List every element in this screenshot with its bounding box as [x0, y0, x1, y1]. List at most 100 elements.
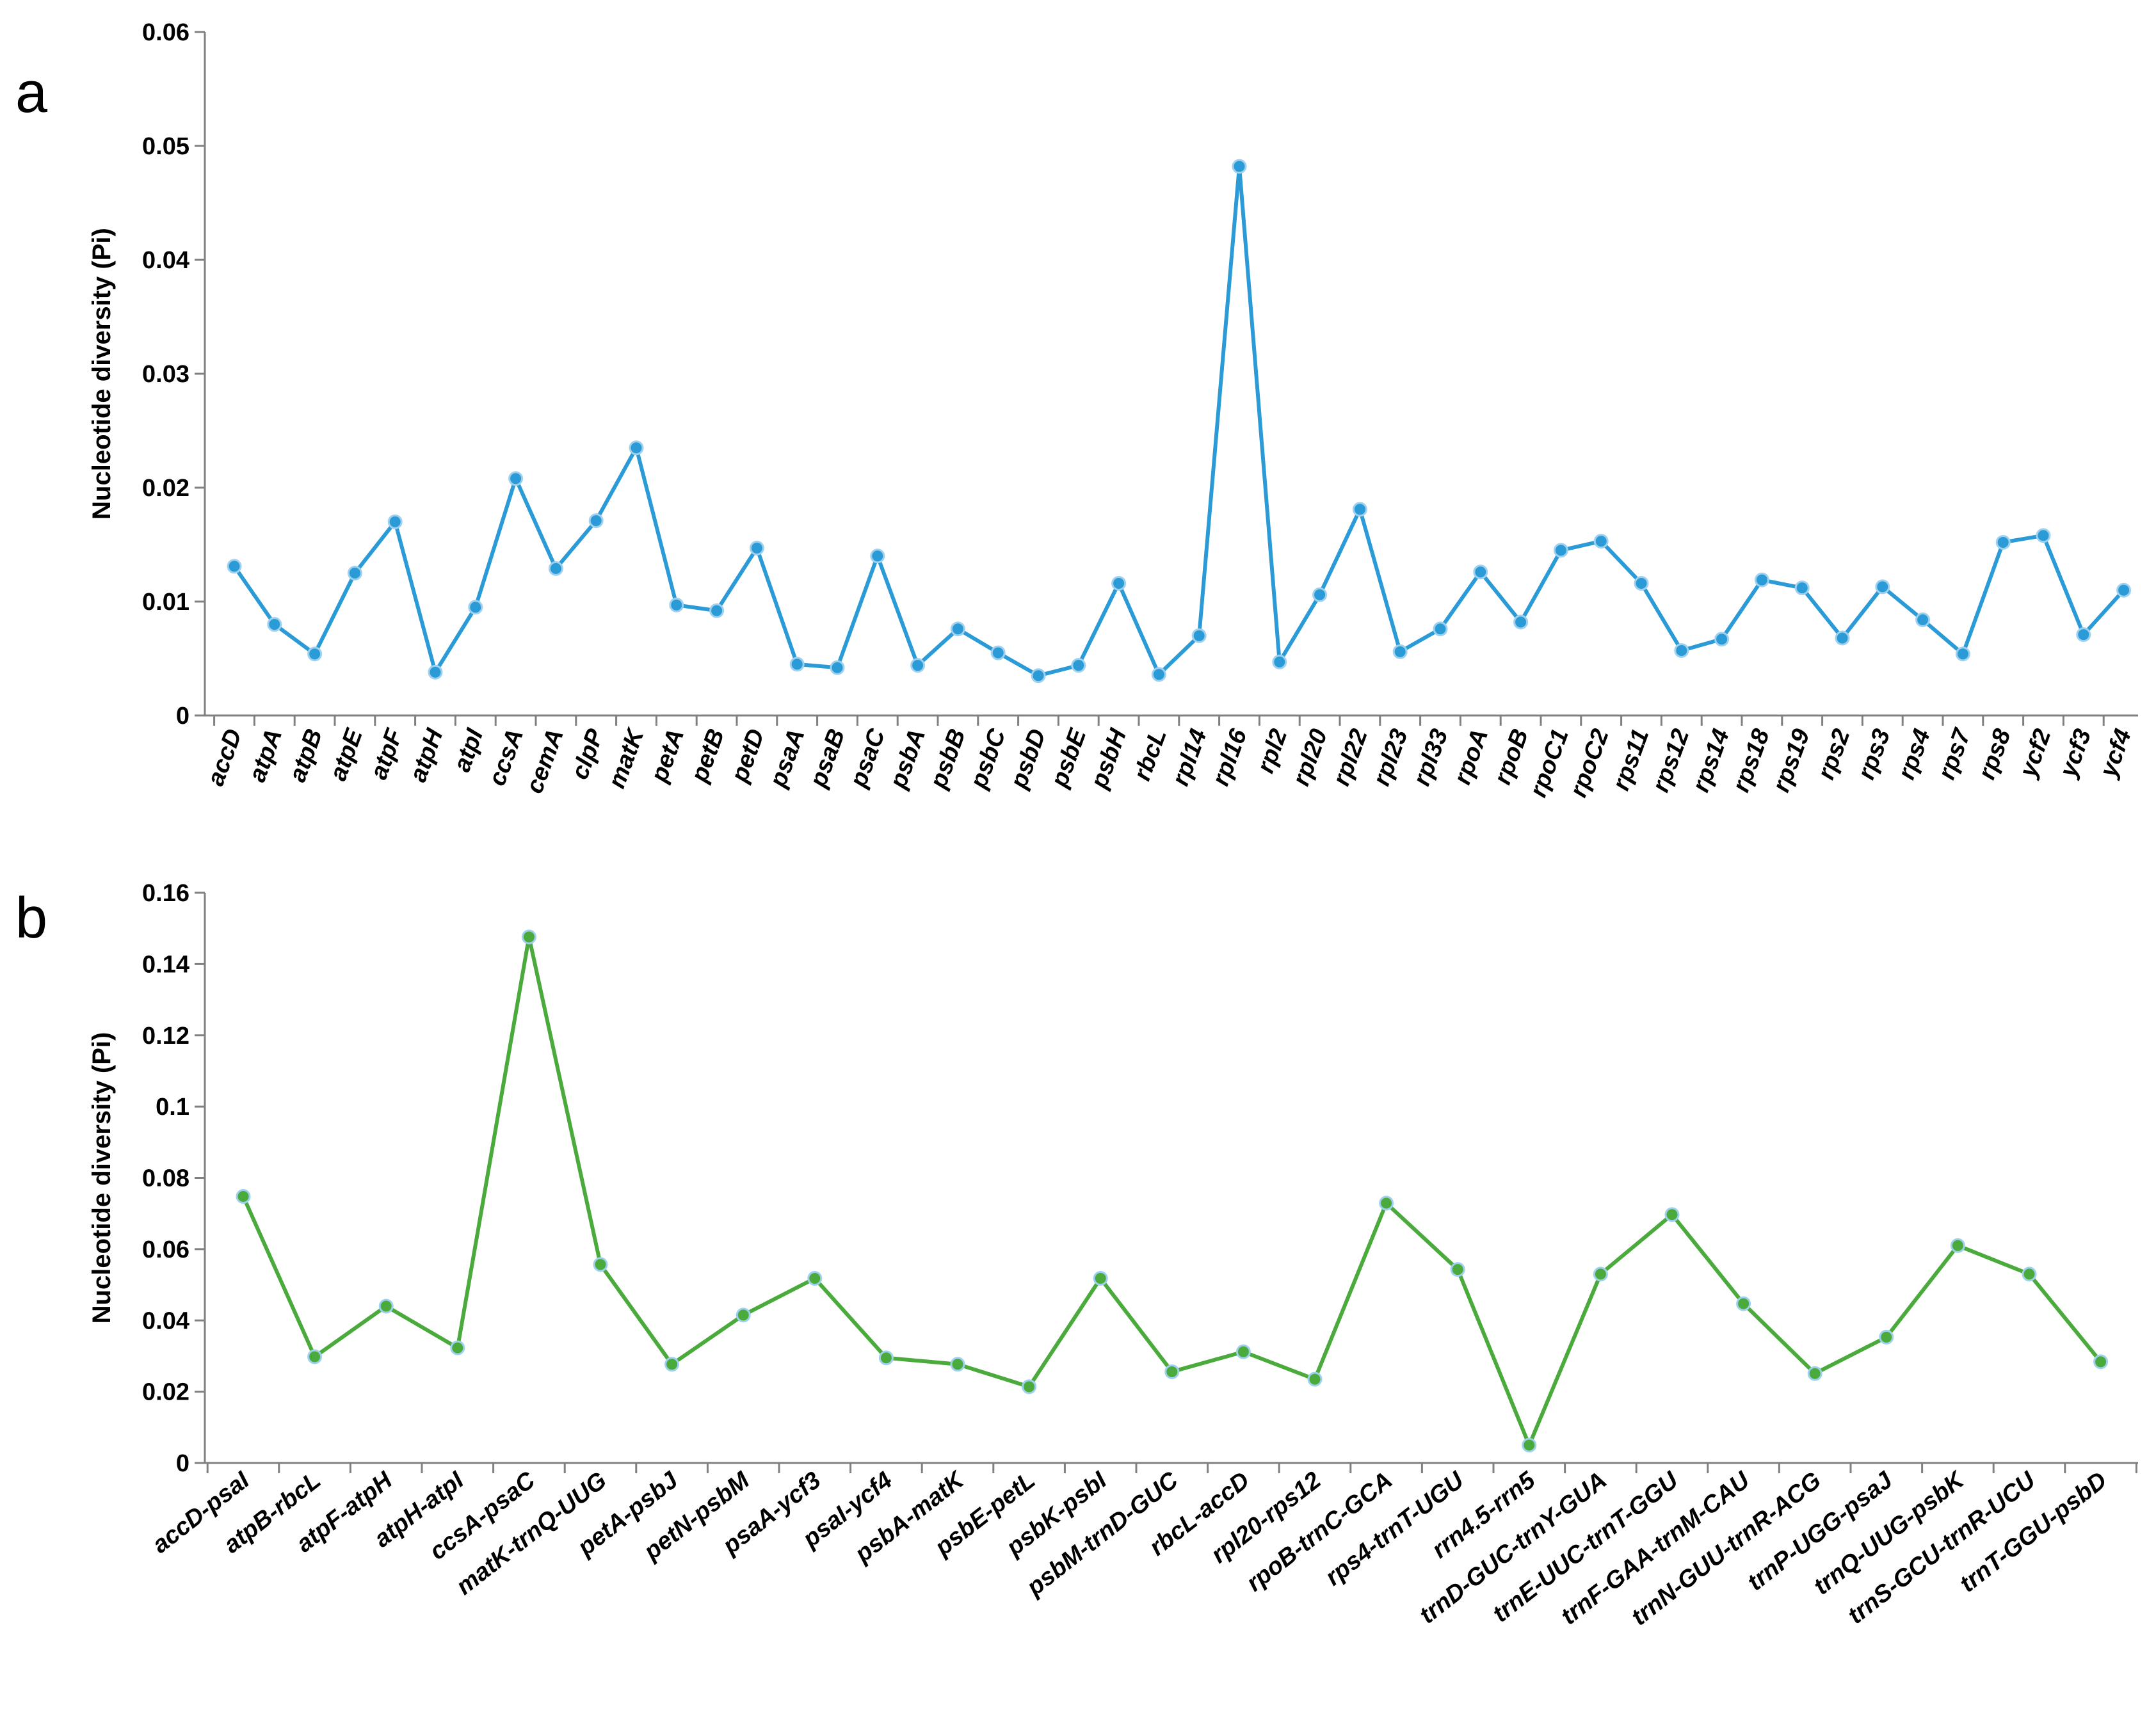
panel-letter: a: [15, 61, 48, 125]
data-point: [1312, 587, 1328, 602]
y-tick-label: 0.08: [142, 1165, 189, 1192]
data-point: [950, 621, 965, 637]
data-point: [1634, 576, 1649, 591]
x-tick-label: psbD: [1005, 726, 1051, 793]
data-point: [1522, 1437, 1537, 1453]
x-tick-label: ycf2: [2014, 726, 2056, 782]
x-tick-label: ycf4: [2095, 726, 2137, 782]
data-point: [347, 566, 362, 580]
x-tick-label: psaC: [845, 725, 891, 791]
x-tick-label: psbA: [885, 726, 931, 793]
data-point: [307, 1349, 323, 1364]
data-point: [950, 1357, 965, 1372]
data-point: [1875, 579, 1890, 595]
y-tick-label: 0.16: [142, 880, 189, 907]
data-point: [1754, 572, 1769, 587]
data-point: [227, 559, 242, 574]
x-tick-label: psbC: [965, 725, 1011, 792]
data-point: [1307, 1371, 1323, 1387]
data-point: [548, 561, 563, 576]
y-tick-label: 0.14: [142, 951, 189, 978]
x-tick-label: matK: [603, 724, 650, 792]
x-tick-label: rps4: [1893, 726, 1936, 783]
data-point: [878, 1350, 894, 1366]
y-tick-label: 0.06: [142, 19, 189, 46]
data-point: [629, 440, 644, 456]
x-tick-label: ycf3: [2054, 726, 2096, 782]
x-tick-label: atpI: [449, 724, 489, 775]
data-point: [1433, 621, 1448, 637]
data-point: [736, 1307, 751, 1323]
data-point: [1553, 543, 1568, 558]
x-tick-label: atpF: [366, 724, 409, 783]
panel-a-chart: a 0 0.01 0.02 0.03 0.04 0.05 0.06 Nucleotide div…: [15, 19, 2138, 801]
data-point: [1111, 576, 1127, 591]
x-tick-label: rpl14: [1167, 726, 1212, 790]
data-point: [1879, 1329, 1894, 1345]
data-point: [593, 1257, 608, 1272]
panel-b-chart: b 0 0.02 0.04 0.06 0.08 0.1 0.12 0.14 0.16 Nucleot…: [15, 880, 2138, 1631]
x-tick-label: rps7: [1933, 724, 1977, 783]
y-tick-label: 0.05: [142, 133, 189, 160]
x-tick-label: ccsA: [484, 726, 529, 790]
x-tick-label: rpl20: [1288, 726, 1333, 790]
data-point: [1450, 1262, 1465, 1277]
data-point: [2076, 627, 2091, 643]
y-tick-label: 0.02: [142, 475, 189, 502]
x-tick-label: rpoB: [1489, 726, 1534, 788]
x-tick-label: psbB: [925, 726, 971, 793]
data-point: [1955, 646, 1970, 662]
x-tick-label: petB: [686, 726, 730, 787]
y-tick-label: 0: [176, 703, 189, 730]
data-point: [1235, 1344, 1251, 1359]
x-tick-label: rpl2: [1252, 726, 1292, 777]
data-point: [1031, 668, 1046, 683]
data-point: [664, 1357, 680, 1372]
data-point: [508, 471, 524, 486]
data-point: [450, 1340, 465, 1355]
data-point: [1473, 564, 1488, 580]
data-point: [2036, 528, 2051, 543]
x-tick-label: atpE: [325, 724, 368, 784]
x-tick-label: petD: [726, 726, 770, 787]
data-point: [990, 645, 1006, 660]
data-point: [1807, 1366, 1822, 1381]
data-point: [1392, 644, 1408, 659]
data-point: [1835, 630, 1850, 646]
x-tick-label: rpl22: [1328, 726, 1373, 790]
data-point: [468, 600, 483, 615]
data-point: [1915, 612, 1931, 627]
data-point: [910, 658, 926, 673]
x-tick-label: psaB: [805, 726, 851, 792]
data-point: [2093, 1354, 2109, 1370]
data-point: [1379, 1195, 1394, 1211]
data-point: [870, 548, 885, 564]
y-tick-label: 0.04: [142, 1307, 189, 1334]
x-tick-label: rpoA: [1449, 726, 1493, 788]
data-point: [307, 646, 323, 662]
x-tick-label: rpl33: [1408, 726, 1454, 790]
data-point: [588, 513, 604, 529]
y-axis-label: Nucleotide diversity (Pi): [88, 228, 116, 520]
data-point: [428, 664, 443, 680]
data-point: [1164, 1364, 1180, 1379]
data-point: [267, 617, 282, 632]
data-point: [1950, 1238, 1965, 1253]
y-tick-label: 0.1: [156, 1094, 189, 1121]
x-tick-label: petA: [646, 726, 690, 787]
data-point: [2022, 1267, 2037, 1282]
x-tick-label: rps3: [1853, 726, 1895, 783]
data-point: [1995, 534, 2011, 550]
data-point: [749, 540, 764, 555]
x-tick-label: rps19: [1768, 726, 1815, 796]
x-tick-label: atpB: [284, 726, 328, 786]
data-point: [789, 657, 805, 672]
data-point: [1151, 667, 1166, 682]
data-point: [807, 1271, 823, 1286]
data-point: [1232, 159, 1247, 174]
data-point: [1736, 1296, 1751, 1311]
y-axis-label: Nucleotide diversity (Pi): [88, 1032, 116, 1324]
data-point: [378, 1298, 394, 1314]
data-point: [1593, 534, 1609, 549]
